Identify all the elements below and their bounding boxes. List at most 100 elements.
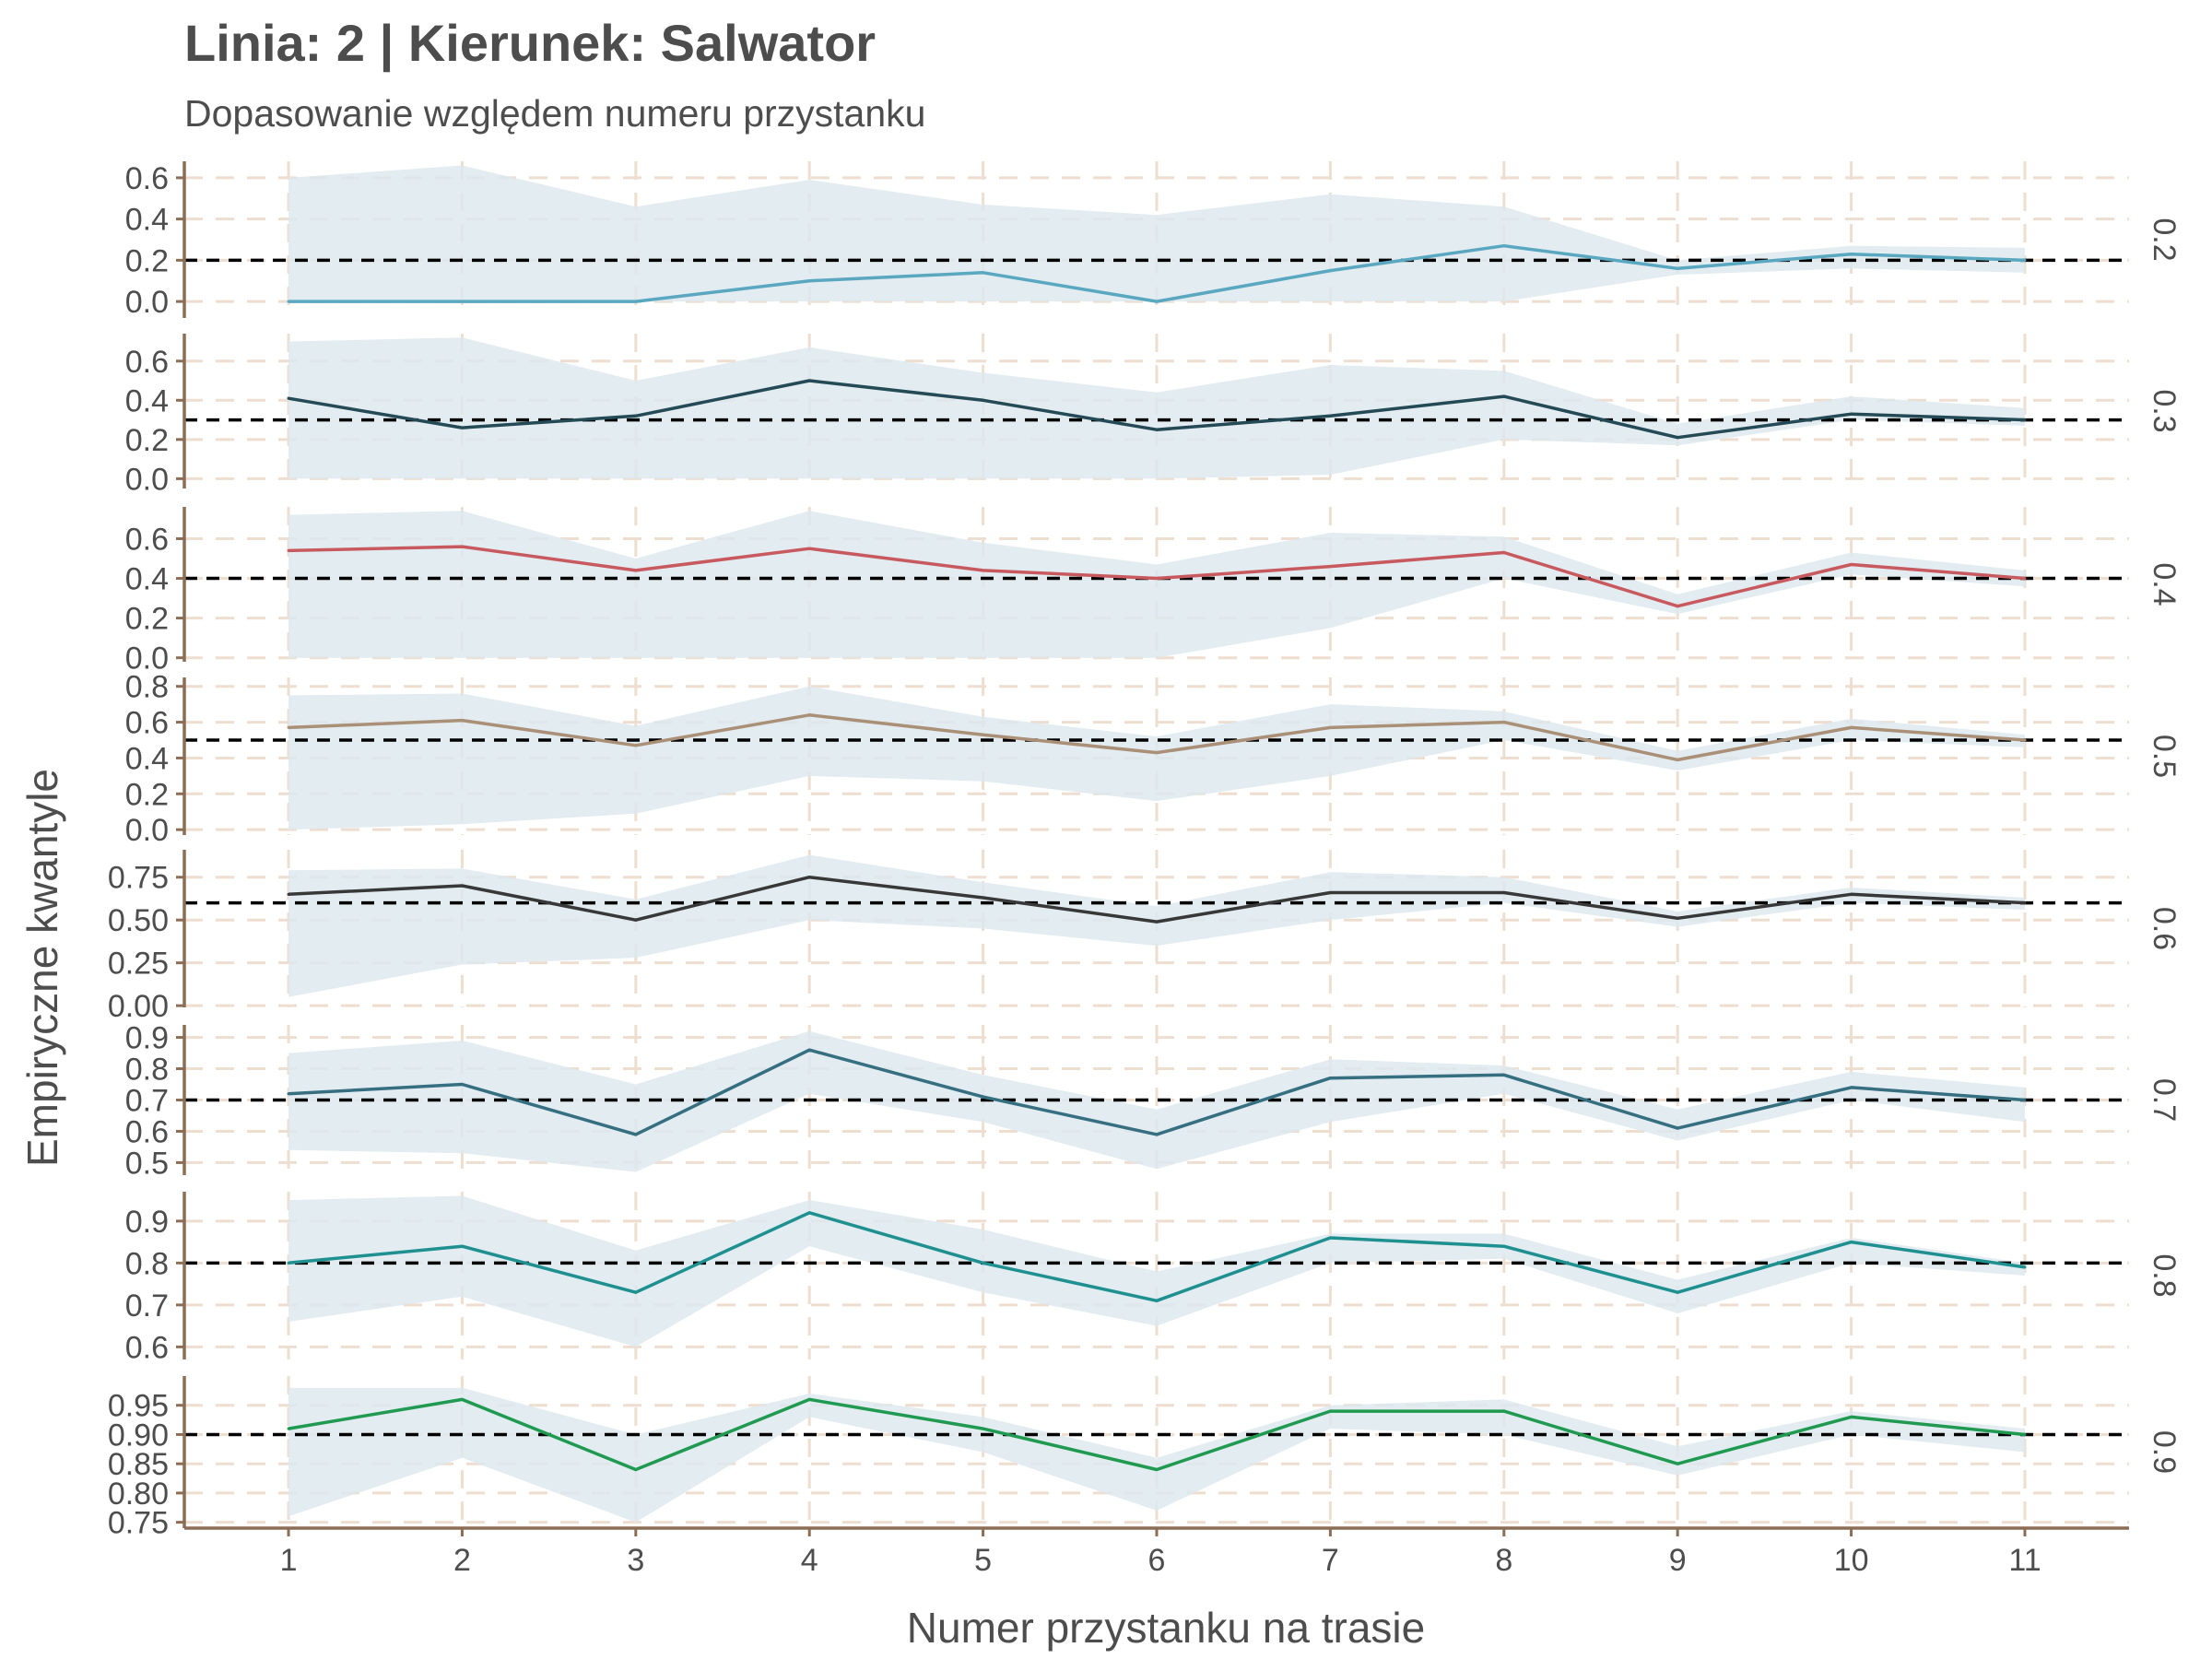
data-point	[982, 1261, 985, 1265]
data-point	[1676, 605, 1679, 608]
y-tick-label: 0.2	[125, 777, 169, 812]
data-point	[807, 279, 811, 283]
panel-strip-label: 0.9	[2147, 1430, 2182, 1474]
data-point	[460, 884, 464, 888]
data-point	[2023, 1099, 2027, 1101]
data-point	[807, 547, 811, 550]
data-point	[1676, 1126, 1679, 1130]
data-point	[634, 1133, 638, 1136]
confidence-band	[288, 1030, 2025, 1172]
y-tick-label: 0.0	[125, 462, 169, 497]
y-tick-label: 0.00	[108, 989, 169, 1024]
panel-strip-label: 0.7	[2147, 1078, 2182, 1122]
data-point	[1850, 412, 1853, 416]
y-tick-label: 0.0	[125, 285, 169, 320]
data-point	[1502, 394, 1506, 398]
data-point	[1850, 1415, 1853, 1418]
quantile-panel: 0.00 0.25 0.50 0.75 0.6	[108, 850, 2182, 1024]
panel-strip-label: 0.4	[2147, 562, 2182, 606]
data-point	[1502, 244, 1506, 248]
data-point	[1502, 1409, 1506, 1413]
y-tick-label: 0.4	[125, 383, 169, 418]
data-point	[1155, 1468, 1159, 1472]
data-point	[2023, 1265, 2027, 1269]
y-tick-label: 0.8	[125, 1053, 169, 1088]
data-point	[807, 1048, 811, 1052]
data-point	[287, 300, 290, 303]
x-tick-label: 3	[627, 1543, 644, 1578]
y-tick-label: 0.8	[125, 1246, 169, 1281]
data-point	[1850, 892, 1853, 896]
y-tick-label: 0.7	[125, 1288, 169, 1324]
x-tick-label: 4	[801, 1543, 818, 1578]
data-point	[287, 892, 290, 896]
quantile-panel: 0.0 0.2 0.40.6 0.3	[125, 334, 2182, 497]
y-axis-title: Empiryczne kwantyle	[18, 769, 66, 1167]
data-point	[1155, 920, 1159, 924]
data-point	[1676, 436, 1679, 440]
panel-strip-label: 0.3	[2147, 389, 2182, 432]
data-point	[1676, 1462, 1679, 1465]
data-point	[460, 1244, 464, 1248]
data-point	[2023, 738, 2027, 742]
data-point	[1328, 1236, 1332, 1240]
data-point	[1328, 269, 1332, 273]
y-tick-label: 0.95	[108, 1389, 169, 1424]
data-point	[1155, 1299, 1159, 1302]
data-point	[1502, 1244, 1506, 1248]
data-point	[1850, 562, 1853, 566]
data-point	[1676, 916, 1679, 920]
data-point	[1502, 890, 1506, 894]
data-point	[634, 1290, 638, 1294]
y-tick-label: 0.9	[125, 1021, 169, 1056]
x-tick-label: 8	[1495, 1543, 1512, 1578]
confidence-band	[288, 511, 2025, 658]
quantile-panel: 0.750.800.850.900.95 0.9	[108, 1376, 2182, 1541]
y-tick-label: 0.80	[108, 1477, 169, 1512]
data-point	[1676, 266, 1679, 270]
data-point	[982, 1427, 985, 1430]
quantile-panel: 0.6 0.7 0.8 0.9 0.8	[125, 1192, 2182, 1365]
data-point	[2023, 258, 2027, 262]
data-point	[1502, 1073, 1506, 1077]
data-point	[1850, 1086, 1853, 1089]
data-point	[1155, 577, 1159, 581]
y-tick-label: 0.6	[125, 522, 169, 557]
data-point	[634, 1468, 638, 1472]
y-tick-label: 0.4	[125, 741, 169, 776]
y-tick-label: 0.85	[108, 1447, 169, 1482]
data-point	[807, 1211, 811, 1215]
y-tick-label: 0.6	[125, 161, 169, 196]
y-tick-label: 0.75	[108, 1506, 169, 1541]
y-tick-label: 0.2	[125, 243, 169, 278]
data-point	[982, 398, 985, 402]
y-tick-label: 0.9	[125, 1205, 169, 1240]
data-point	[1850, 725, 1853, 729]
x-tick-label: 10	[1834, 1543, 1869, 1578]
data-point	[1155, 300, 1159, 303]
data-point	[982, 271, 985, 275]
x-tick-label: 11	[2008, 1543, 2041, 1578]
data-point	[634, 744, 638, 747]
data-point	[1155, 1133, 1159, 1136]
x-axis-title: Numer przystanku na trasie	[907, 1604, 1425, 1652]
data-point	[460, 426, 464, 429]
data-point	[1155, 428, 1159, 431]
y-tick-label: 0.0	[125, 641, 169, 677]
data-point	[634, 569, 638, 572]
data-point	[460, 1083, 464, 1087]
y-tick-label: 0.6	[125, 1114, 169, 1149]
y-tick-label: 0.50	[108, 903, 169, 938]
data-point	[287, 548, 290, 552]
y-tick-label: 0.6	[125, 706, 169, 741]
y-tick-label: 0.6	[125, 1330, 169, 1365]
data-point	[1502, 721, 1506, 724]
data-point	[1328, 890, 1332, 894]
y-tick-label: 0.25	[108, 947, 169, 982]
x-tick-label: 6	[1148, 1543, 1166, 1578]
y-tick-label: 0.0	[125, 813, 169, 848]
x-tick-label: 5	[974, 1543, 992, 1578]
y-tick-label: 0.6	[125, 345, 169, 380]
x-tick-label: 7	[1322, 1543, 1339, 1578]
